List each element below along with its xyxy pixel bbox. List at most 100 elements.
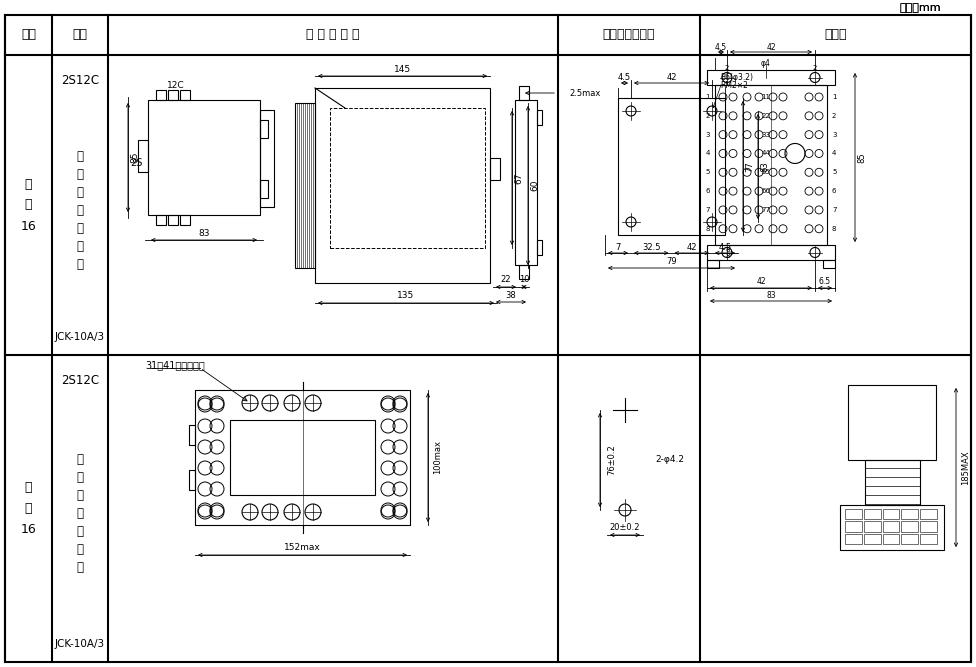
Text: 4.5: 4.5 <box>718 243 732 251</box>
Text: 8: 8 <box>726 253 730 259</box>
Text: 1: 1 <box>706 94 710 100</box>
Text: 6: 6 <box>832 188 836 194</box>
Text: 85: 85 <box>858 152 867 163</box>
Text: 42: 42 <box>686 243 697 251</box>
Bar <box>902 522 918 532</box>
Text: 152max: 152max <box>284 544 321 552</box>
Text: 附
图
16: 附 图 16 <box>20 481 36 536</box>
Text: 67: 67 <box>514 172 523 183</box>
Bar <box>845 534 862 544</box>
Bar <box>840 505 944 550</box>
Text: 66: 66 <box>761 188 770 194</box>
Text: 2-φ4.2: 2-φ4.2 <box>655 456 684 464</box>
Text: 83: 83 <box>766 291 776 299</box>
Text: 5: 5 <box>832 169 836 175</box>
Bar <box>515 100 537 265</box>
Text: 38: 38 <box>506 291 516 299</box>
Bar <box>168 215 178 225</box>
Bar <box>260 120 268 138</box>
Text: 4.5: 4.5 <box>715 43 727 51</box>
Bar <box>490 158 500 180</box>
Text: 185MAX: 185MAX <box>961 450 970 485</box>
Bar <box>156 215 166 225</box>
Text: 32.5: 32.5 <box>642 243 661 251</box>
Text: 42: 42 <box>756 277 766 287</box>
Text: 12C: 12C <box>167 81 184 91</box>
Bar <box>864 534 880 544</box>
Text: 20±0.2: 20±0.2 <box>610 524 640 532</box>
Text: 7: 7 <box>706 207 710 213</box>
Text: 2: 2 <box>706 113 710 119</box>
Text: 42: 42 <box>667 73 676 83</box>
Text: 7: 7 <box>615 243 621 251</box>
Bar <box>882 534 900 544</box>
Text: 2: 2 <box>725 65 729 71</box>
Bar <box>230 420 375 495</box>
Bar <box>920 522 937 532</box>
Text: 44: 44 <box>761 151 770 157</box>
Bar <box>189 425 195 445</box>
Text: 4: 4 <box>706 151 710 157</box>
Text: 结构: 结构 <box>72 29 88 41</box>
Bar <box>138 140 148 173</box>
Text: 135: 135 <box>397 291 415 301</box>
Text: JCK-10A/3: JCK-10A/3 <box>55 332 105 342</box>
Text: 凸
出
式
板
前
接
线: 凸 出 式 板 前 接 线 <box>76 453 84 574</box>
Text: 单位：mm: 单位：mm <box>899 3 941 13</box>
Bar <box>864 522 880 532</box>
Text: 22: 22 <box>501 275 511 285</box>
Bar <box>845 522 862 532</box>
Bar <box>168 90 178 100</box>
Text: 附
图
16: 附 图 16 <box>20 177 36 233</box>
Text: 1: 1 <box>832 94 836 100</box>
Bar <box>864 509 880 520</box>
Text: 100max: 100max <box>433 440 442 474</box>
Text: 77: 77 <box>746 161 754 172</box>
Text: 77: 77 <box>761 207 770 213</box>
Bar <box>920 509 937 520</box>
Bar <box>882 522 900 532</box>
Text: 3: 3 <box>832 131 836 137</box>
Bar <box>537 110 542 125</box>
Text: 6: 6 <box>706 188 710 194</box>
Text: 2: 2 <box>832 113 836 119</box>
Text: 4.5: 4.5 <box>618 73 631 83</box>
Text: 端子图: 端子图 <box>825 29 847 41</box>
Bar <box>195 390 410 525</box>
Bar <box>180 215 190 225</box>
Bar <box>902 534 918 544</box>
Text: 8: 8 <box>832 225 836 231</box>
Bar <box>848 385 936 460</box>
Text: 60: 60 <box>531 179 540 191</box>
Bar <box>882 509 900 520</box>
Bar <box>189 470 195 490</box>
Text: 6.5: 6.5 <box>819 277 831 287</box>
Text: 85: 85 <box>131 152 140 163</box>
Text: 76±0.2: 76±0.2 <box>607 445 617 476</box>
Bar <box>519 86 529 100</box>
Bar <box>156 90 166 100</box>
Text: 8: 8 <box>726 247 730 253</box>
Bar <box>707 260 719 268</box>
Text: 2S12C: 2S12C <box>61 374 99 386</box>
Text: 外 形 尺 寸 图: 外 形 尺 寸 图 <box>306 29 360 41</box>
Text: 79: 79 <box>667 257 676 267</box>
Text: 22: 22 <box>761 113 770 119</box>
Bar <box>330 108 485 248</box>
Bar <box>315 88 490 283</box>
Bar <box>823 260 835 268</box>
Bar <box>845 509 862 520</box>
Bar <box>618 98 725 235</box>
Bar <box>707 245 835 260</box>
Text: 3: 3 <box>706 131 710 137</box>
Text: φ4: φ4 <box>761 59 771 67</box>
Text: 83: 83 <box>198 229 210 237</box>
Text: 42: 42 <box>766 43 776 51</box>
Text: 145: 145 <box>394 65 411 73</box>
Bar <box>295 103 315 268</box>
Text: 4: 4 <box>832 151 836 157</box>
Text: 33: 33 <box>761 131 770 137</box>
Text: 11: 11 <box>761 94 770 100</box>
Text: JCK-10A/3: JCK-10A/3 <box>55 639 105 649</box>
Text: 2S: 2S <box>130 158 142 168</box>
